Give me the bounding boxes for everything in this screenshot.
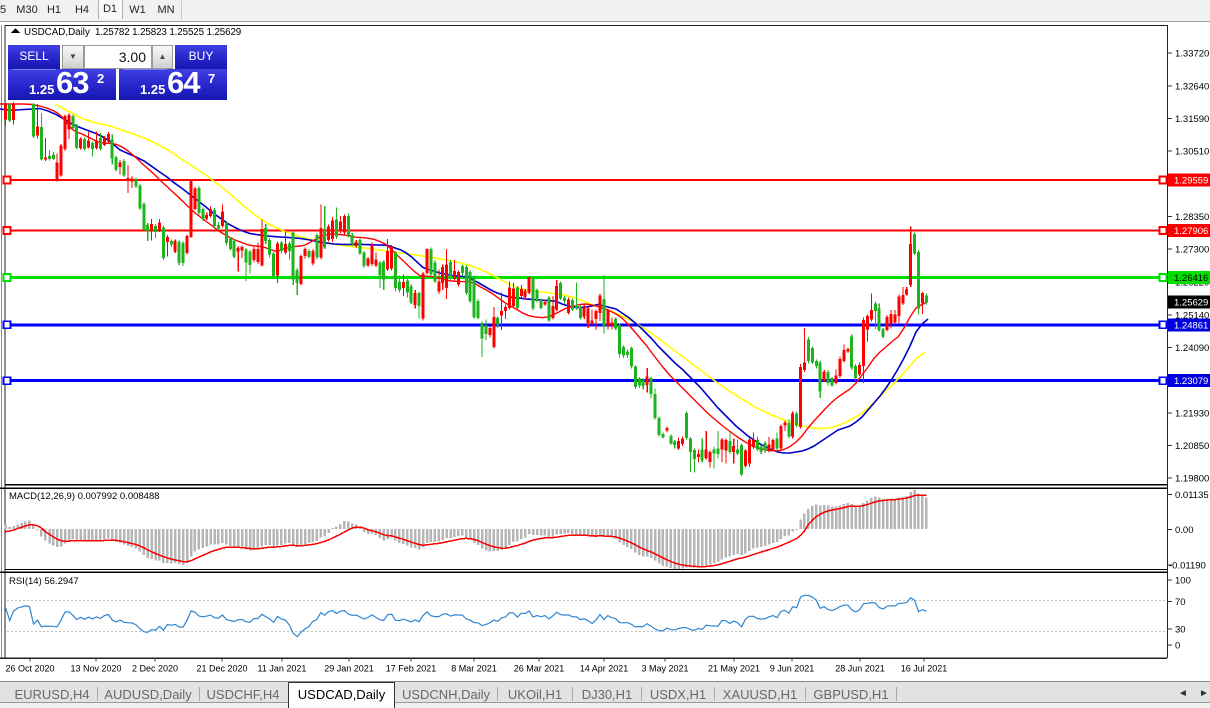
svg-text:21 May 2021: 21 May 2021	[708, 664, 760, 674]
svg-text:26 Mar 2021: 26 Mar 2021	[514, 664, 565, 674]
svg-text:MACD(12,26,9) 0.007992 0.00848: MACD(12,26,9) 0.007992 0.008488	[9, 491, 160, 502]
svg-text:13 Nov 2020: 13 Nov 2020	[70, 664, 121, 674]
svg-text:0.01135: 0.01135	[1175, 490, 1209, 501]
svg-text:11 Jan 2021: 11 Jan 2021	[258, 664, 307, 674]
svg-text:1.27906: 1.27906	[1174, 226, 1208, 237]
svg-text:17 Feb 2021: 17 Feb 2021	[386, 664, 437, 674]
svg-text:1.23079: 1.23079	[1174, 376, 1208, 387]
svg-text:1.24090: 1.24090	[1175, 343, 1209, 354]
svg-text:1.33720: 1.33720	[1175, 49, 1209, 60]
svg-text:29 Jan 2021: 29 Jan 2021	[324, 664, 374, 674]
svg-text:21 Dec 2020: 21 Dec 2020	[196, 664, 247, 674]
svg-text:9 Jun 2021: 9 Jun 2021	[770, 664, 815, 674]
svg-text:0: 0	[1175, 641, 1180, 652]
svg-text:8 Mar 2021: 8 Mar 2021	[451, 664, 497, 674]
svg-text:1.27300: 1.27300	[1175, 245, 1209, 256]
svg-text:1.28350: 1.28350	[1175, 212, 1209, 223]
svg-text:30: 30	[1175, 625, 1186, 636]
svg-text:1.32640: 1.32640	[1175, 82, 1209, 93]
svg-text:1.31590: 1.31590	[1175, 114, 1209, 125]
svg-text:14 Apr 2021: 14 Apr 2021	[580, 664, 629, 674]
svg-text:USDCAD,Daily: USDCAD,Daily	[24, 27, 90, 38]
svg-text:1.20850: 1.20850	[1175, 441, 1209, 452]
svg-text:70: 70	[1175, 597, 1186, 608]
svg-text:1.26416: 1.26416	[1174, 273, 1208, 284]
svg-text:1.29559: 1.29559	[1174, 176, 1208, 187]
svg-text:3 May 2021: 3 May 2021	[641, 664, 688, 674]
svg-text:1.25140: 1.25140	[1175, 311, 1209, 322]
svg-text:-0.01190: -0.01190	[1169, 561, 1206, 572]
svg-text:28 Jun 2021: 28 Jun 2021	[835, 664, 885, 674]
svg-text:100: 100	[1175, 576, 1191, 587]
svg-text:1.24861: 1.24861	[1174, 320, 1208, 331]
svg-text:1.30510: 1.30510	[1175, 147, 1209, 158]
svg-text:1.25782 1.25823 1.25525 1.2562: 1.25782 1.25823 1.25525 1.25629	[95, 27, 241, 38]
svg-text:1.21930: 1.21930	[1175, 409, 1209, 420]
svg-text:1.25629: 1.25629	[1174, 298, 1208, 309]
svg-text:0.00: 0.00	[1175, 525, 1194, 536]
svg-text:26 Oct 2020: 26 Oct 2020	[5, 664, 54, 674]
svg-text:16 Jul 2021: 16 Jul 2021	[901, 664, 948, 674]
svg-text:2 Dec 2020: 2 Dec 2020	[132, 664, 178, 674]
svg-text:RSI(14) 56.2947: RSI(14) 56.2947	[9, 576, 79, 587]
svg-text:1.19800: 1.19800	[1175, 474, 1209, 485]
